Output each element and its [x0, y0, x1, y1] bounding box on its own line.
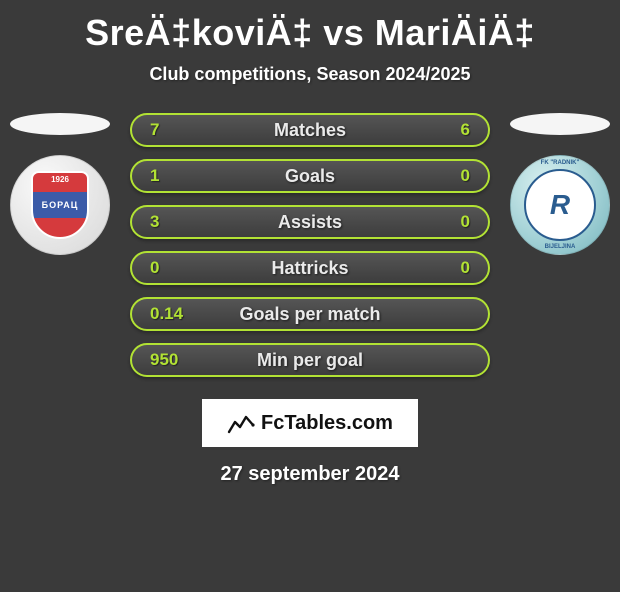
stat-left-value: 0 — [150, 258, 190, 278]
date-text: 27 september 2024 — [0, 463, 620, 486]
club-badge-right: FK "RADNIK" R BIJELJINA — [510, 155, 610, 255]
stat-left-value: 950 — [150, 350, 190, 370]
badge-left-year: 1926 — [51, 175, 69, 184]
badge-right-letter: R — [550, 189, 570, 221]
stat-label: Goals per match — [190, 304, 430, 325]
stat-row: 7 Matches 6 — [130, 113, 490, 147]
stat-rows: 7 Matches 6 1 Goals 0 3 Assists 0 0 Hatt… — [130, 113, 490, 377]
flag-left — [10, 113, 110, 135]
flag-right — [510, 113, 610, 135]
stat-row: 0 Hattricks 0 — [130, 251, 490, 285]
stat-left-value: 1 — [150, 166, 190, 186]
stat-label: Assists — [190, 212, 430, 233]
badge-right-top: FK "RADNIK" — [511, 160, 609, 166]
stat-left-value: 7 — [150, 120, 190, 140]
stat-row: 0.14 Goals per match — [130, 297, 490, 331]
stat-row: 1 Goals 0 — [130, 159, 490, 193]
stat-right-value: 0 — [430, 166, 470, 186]
badge-right-inner: R — [524, 169, 596, 241]
club-badge-left: 1926 БОРАЦ — [10, 155, 110, 255]
stat-right-value: 0 — [430, 258, 470, 278]
stat-left-value: 3 — [150, 212, 190, 232]
stat-row: 950 Min per goal — [130, 343, 490, 377]
page-title: SreÄ‡koviÄ‡ vs MariÄiÄ‡ — [0, 12, 620, 54]
team-left: 1926 БОРАЦ — [10, 113, 110, 255]
comparison-area: 1926 БОРАЦ FK "RADNIK" R BIJELJINA 7 Mat… — [0, 113, 620, 393]
stat-left-value: 0.14 — [150, 304, 190, 324]
team-right: FK "RADNIK" R BIJELJINA — [510, 113, 610, 255]
stat-label: Min per goal — [190, 350, 430, 371]
badge-right-bottom: BIJELJINA — [511, 244, 609, 250]
stat-right-value: 6 — [430, 120, 470, 140]
subtitle: Club competitions, Season 2024/2025 — [0, 64, 620, 85]
badge-left-name: БОРАЦ — [42, 200, 79, 210]
brand-banner: FcTables.com — [202, 399, 418, 447]
shield-icon: 1926 БОРАЦ — [31, 171, 89, 239]
brand-text: FcTables.com — [261, 412, 393, 435]
brand-logo-icon — [227, 412, 255, 434]
stat-label: Matches — [190, 120, 430, 141]
stat-row: 3 Assists 0 — [130, 205, 490, 239]
stat-label: Goals — [190, 166, 430, 187]
stat-right-value: 0 — [430, 212, 470, 232]
stat-label: Hattricks — [190, 258, 430, 279]
